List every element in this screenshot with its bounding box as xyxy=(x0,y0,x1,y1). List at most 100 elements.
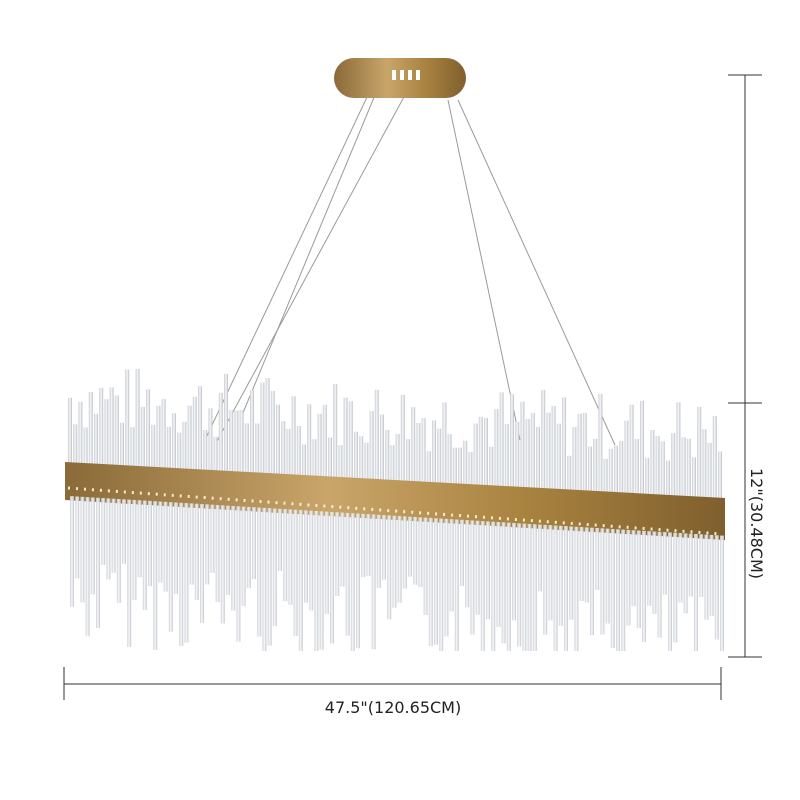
crystal-rod xyxy=(439,518,444,651)
crystal-rod xyxy=(608,448,613,497)
crystal-rod xyxy=(584,527,589,603)
crystal-rod xyxy=(577,413,582,495)
crystal-rod xyxy=(616,529,620,651)
crystal-rod xyxy=(468,451,473,490)
crystal-rod xyxy=(234,410,239,477)
crystal-rod xyxy=(177,432,182,474)
crystal-rod xyxy=(278,508,282,571)
crystal-rod xyxy=(697,406,702,502)
crystal-rod xyxy=(530,412,535,493)
crystal-rod xyxy=(96,497,100,629)
crystal-rod xyxy=(673,532,678,643)
crystal-rod xyxy=(153,501,158,650)
crystal-rod xyxy=(512,522,516,621)
crystal-rod xyxy=(413,516,418,585)
crystal-rod xyxy=(302,444,306,480)
crystal-rod xyxy=(515,421,520,492)
crystal-rod xyxy=(421,417,426,487)
crystal-rod xyxy=(426,451,431,487)
crystal-rod xyxy=(579,527,584,601)
crystal-rod xyxy=(452,447,457,489)
crystal-rod xyxy=(184,503,189,643)
crystal-rod xyxy=(652,531,657,615)
crystal-rod xyxy=(127,499,132,647)
crystal-rod xyxy=(392,515,397,608)
crystal-rod xyxy=(532,524,537,651)
crystal-rod xyxy=(114,395,119,470)
canopy xyxy=(334,58,466,98)
crystal-rod xyxy=(714,535,719,640)
crystal-rod xyxy=(408,516,412,577)
crystal-rod xyxy=(130,427,135,471)
crystal-rod xyxy=(70,496,74,607)
crystal-rod xyxy=(510,394,514,492)
crystal-rod xyxy=(418,517,423,588)
crystal-rod xyxy=(335,512,340,597)
crystal-rod xyxy=(80,496,85,603)
crystal-rod xyxy=(322,404,327,482)
crystal-rod xyxy=(686,438,691,501)
crystal-rod xyxy=(75,496,80,579)
crystal-rod xyxy=(298,510,303,651)
crystal-rod xyxy=(647,531,652,606)
crystal-rod xyxy=(338,445,343,482)
crystal-rod xyxy=(371,514,376,650)
crystal-rod xyxy=(626,529,631,626)
crystal-rod xyxy=(538,524,542,592)
crystal-rod xyxy=(574,526,579,651)
crystal-rod xyxy=(718,451,722,503)
crystal-rod xyxy=(650,429,655,499)
crystal-rod xyxy=(437,428,442,488)
crystal-rod xyxy=(226,505,230,595)
crystal-rod xyxy=(137,500,142,578)
crystal-rod xyxy=(241,506,246,607)
suspension-wires xyxy=(204,94,616,446)
crystal-rod xyxy=(402,516,407,589)
crystal-rod xyxy=(624,420,629,498)
crystal-rod xyxy=(213,436,218,476)
crystal-rod xyxy=(156,405,161,472)
crystal-rod xyxy=(340,512,345,587)
crystal-rod xyxy=(187,405,192,474)
crystal-rod xyxy=(553,525,558,651)
crystal-rod xyxy=(634,438,639,499)
crystal-rod xyxy=(480,521,485,651)
crystal-rod xyxy=(231,505,236,611)
crystal-rod xyxy=(116,499,121,603)
crystal-rod xyxy=(645,457,650,499)
crystal-rod xyxy=(400,394,405,486)
crystal-rod xyxy=(317,413,322,481)
crystal-rod xyxy=(447,434,452,488)
crystal-rod xyxy=(374,389,379,484)
crystal-rod xyxy=(319,511,324,650)
crystal-rod xyxy=(629,404,634,498)
crystal-rod xyxy=(265,378,270,478)
crystal-rod xyxy=(90,497,95,595)
crystal-rod xyxy=(484,417,488,490)
crystal-rod xyxy=(614,445,618,497)
crystal-rod xyxy=(257,507,262,637)
crystal-rod xyxy=(473,423,478,490)
crystal-rod xyxy=(520,401,525,492)
crystal-rod xyxy=(683,533,688,614)
crystal-rod xyxy=(215,505,220,603)
crystal-rod xyxy=(671,433,676,501)
crystal-rod xyxy=(168,502,173,632)
crystal-rod xyxy=(73,424,78,468)
crystal-rod xyxy=(387,515,392,620)
height-dimension-label: 12"(30.48CM) xyxy=(747,468,766,579)
crystal-rods-lower xyxy=(70,496,724,651)
crystal-rod xyxy=(200,504,204,623)
crystal-rod xyxy=(504,423,509,491)
crystal-rod xyxy=(588,446,592,496)
crystal-rod xyxy=(642,530,646,643)
crystal-rod xyxy=(423,517,428,615)
crystal-rod xyxy=(262,507,267,651)
crystal-rod xyxy=(104,399,109,470)
crystal-rod xyxy=(522,523,527,651)
crystal-rod xyxy=(463,440,468,489)
crystal-rod xyxy=(224,373,228,476)
crystal-rod xyxy=(694,534,698,651)
crystal-rod xyxy=(364,442,369,484)
